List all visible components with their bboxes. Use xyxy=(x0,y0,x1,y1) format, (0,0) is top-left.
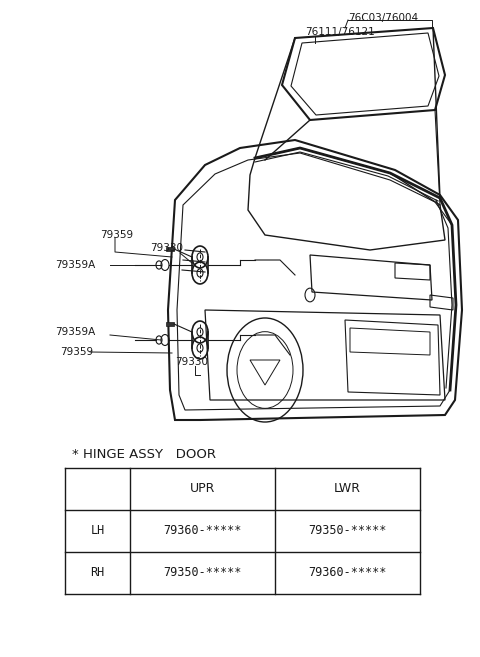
Text: 76111/76121: 76111/76121 xyxy=(305,27,375,37)
Text: 79350-*****: 79350-***** xyxy=(163,566,242,579)
Text: 79359A: 79359A xyxy=(55,260,95,270)
Polygon shape xyxy=(166,322,174,326)
Text: 79330: 79330 xyxy=(150,243,183,253)
Text: 79350-*****: 79350-***** xyxy=(308,524,387,537)
Text: 79359A: 79359A xyxy=(55,327,95,337)
Text: 79359: 79359 xyxy=(100,230,133,240)
Text: 79359: 79359 xyxy=(60,347,93,357)
Text: LWR: LWR xyxy=(334,482,361,495)
Text: 76C03/76004: 76C03/76004 xyxy=(348,13,418,23)
Text: 79330: 79330 xyxy=(175,357,208,367)
Text: 79360-*****: 79360-***** xyxy=(308,566,387,579)
Text: UPR: UPR xyxy=(190,482,215,495)
Text: RH: RH xyxy=(90,566,105,579)
Text: LH: LH xyxy=(90,524,105,537)
Text: 79360-*****: 79360-***** xyxy=(163,524,242,537)
Text: * HINGE ASSY   DOOR: * HINGE ASSY DOOR xyxy=(72,449,216,461)
Polygon shape xyxy=(166,247,174,251)
